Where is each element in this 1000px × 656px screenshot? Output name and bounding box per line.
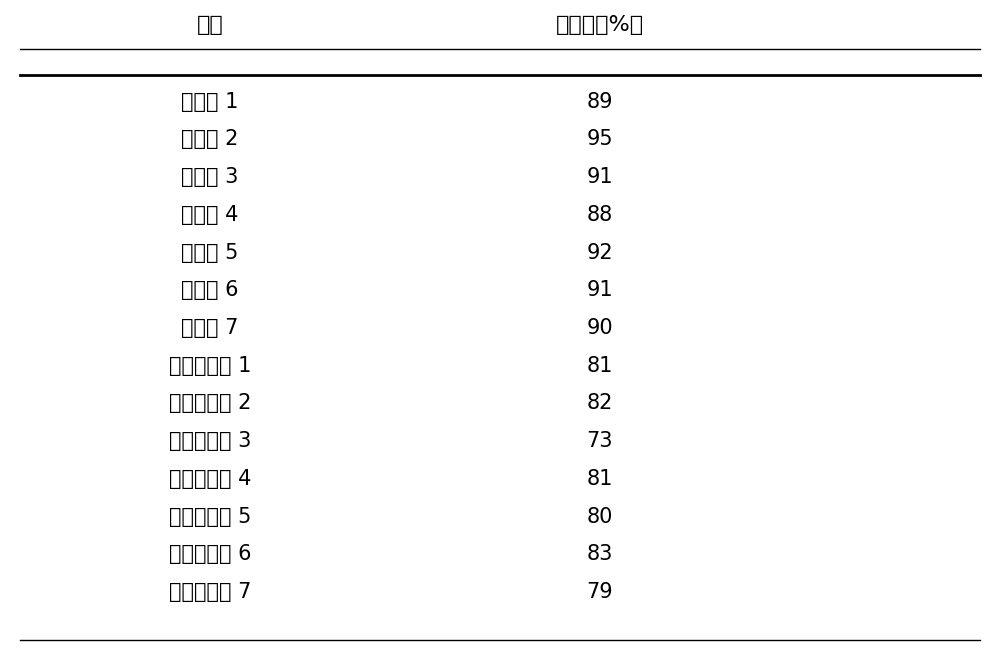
Text: 对比实施例 5: 对比实施例 5 bbox=[169, 506, 251, 527]
Text: 81: 81 bbox=[587, 356, 613, 376]
Text: 实施例 1: 实施例 1 bbox=[181, 92, 239, 112]
Text: 90: 90 bbox=[587, 318, 613, 338]
Text: 实施例 6: 实施例 6 bbox=[181, 280, 239, 300]
Text: 对比实施例 3: 对比实施例 3 bbox=[169, 431, 251, 451]
Text: 95: 95 bbox=[587, 129, 613, 150]
Text: 80: 80 bbox=[587, 506, 613, 527]
Text: 92: 92 bbox=[587, 243, 613, 262]
Text: 对比实施例 7: 对比实施例 7 bbox=[169, 582, 251, 602]
Text: 对比实施例 6: 对比实施例 6 bbox=[169, 544, 251, 564]
Text: 81: 81 bbox=[587, 469, 613, 489]
Text: 88: 88 bbox=[587, 205, 613, 225]
Text: 83: 83 bbox=[587, 544, 613, 564]
Text: 82: 82 bbox=[587, 394, 613, 413]
Text: 对比实施例 2: 对比实施例 2 bbox=[169, 394, 251, 413]
Text: 89: 89 bbox=[587, 92, 613, 112]
Text: 实施例 3: 实施例 3 bbox=[181, 167, 239, 187]
Text: 对比实施例 1: 对比实施例 1 bbox=[169, 356, 251, 376]
Text: 测试値（%）: 测试値（%） bbox=[556, 15, 644, 35]
Text: 实施例 7: 实施例 7 bbox=[181, 318, 239, 338]
Text: 73: 73 bbox=[587, 431, 613, 451]
Text: 91: 91 bbox=[587, 167, 613, 187]
Text: 实施例 5: 实施例 5 bbox=[181, 243, 239, 262]
Text: 91: 91 bbox=[587, 280, 613, 300]
Text: 处理: 处理 bbox=[197, 15, 223, 35]
Text: 实施例 4: 实施例 4 bbox=[181, 205, 239, 225]
Text: 对比实施例 4: 对比实施例 4 bbox=[169, 469, 251, 489]
Text: 实施例 2: 实施例 2 bbox=[181, 129, 239, 150]
Text: 79: 79 bbox=[587, 582, 613, 602]
